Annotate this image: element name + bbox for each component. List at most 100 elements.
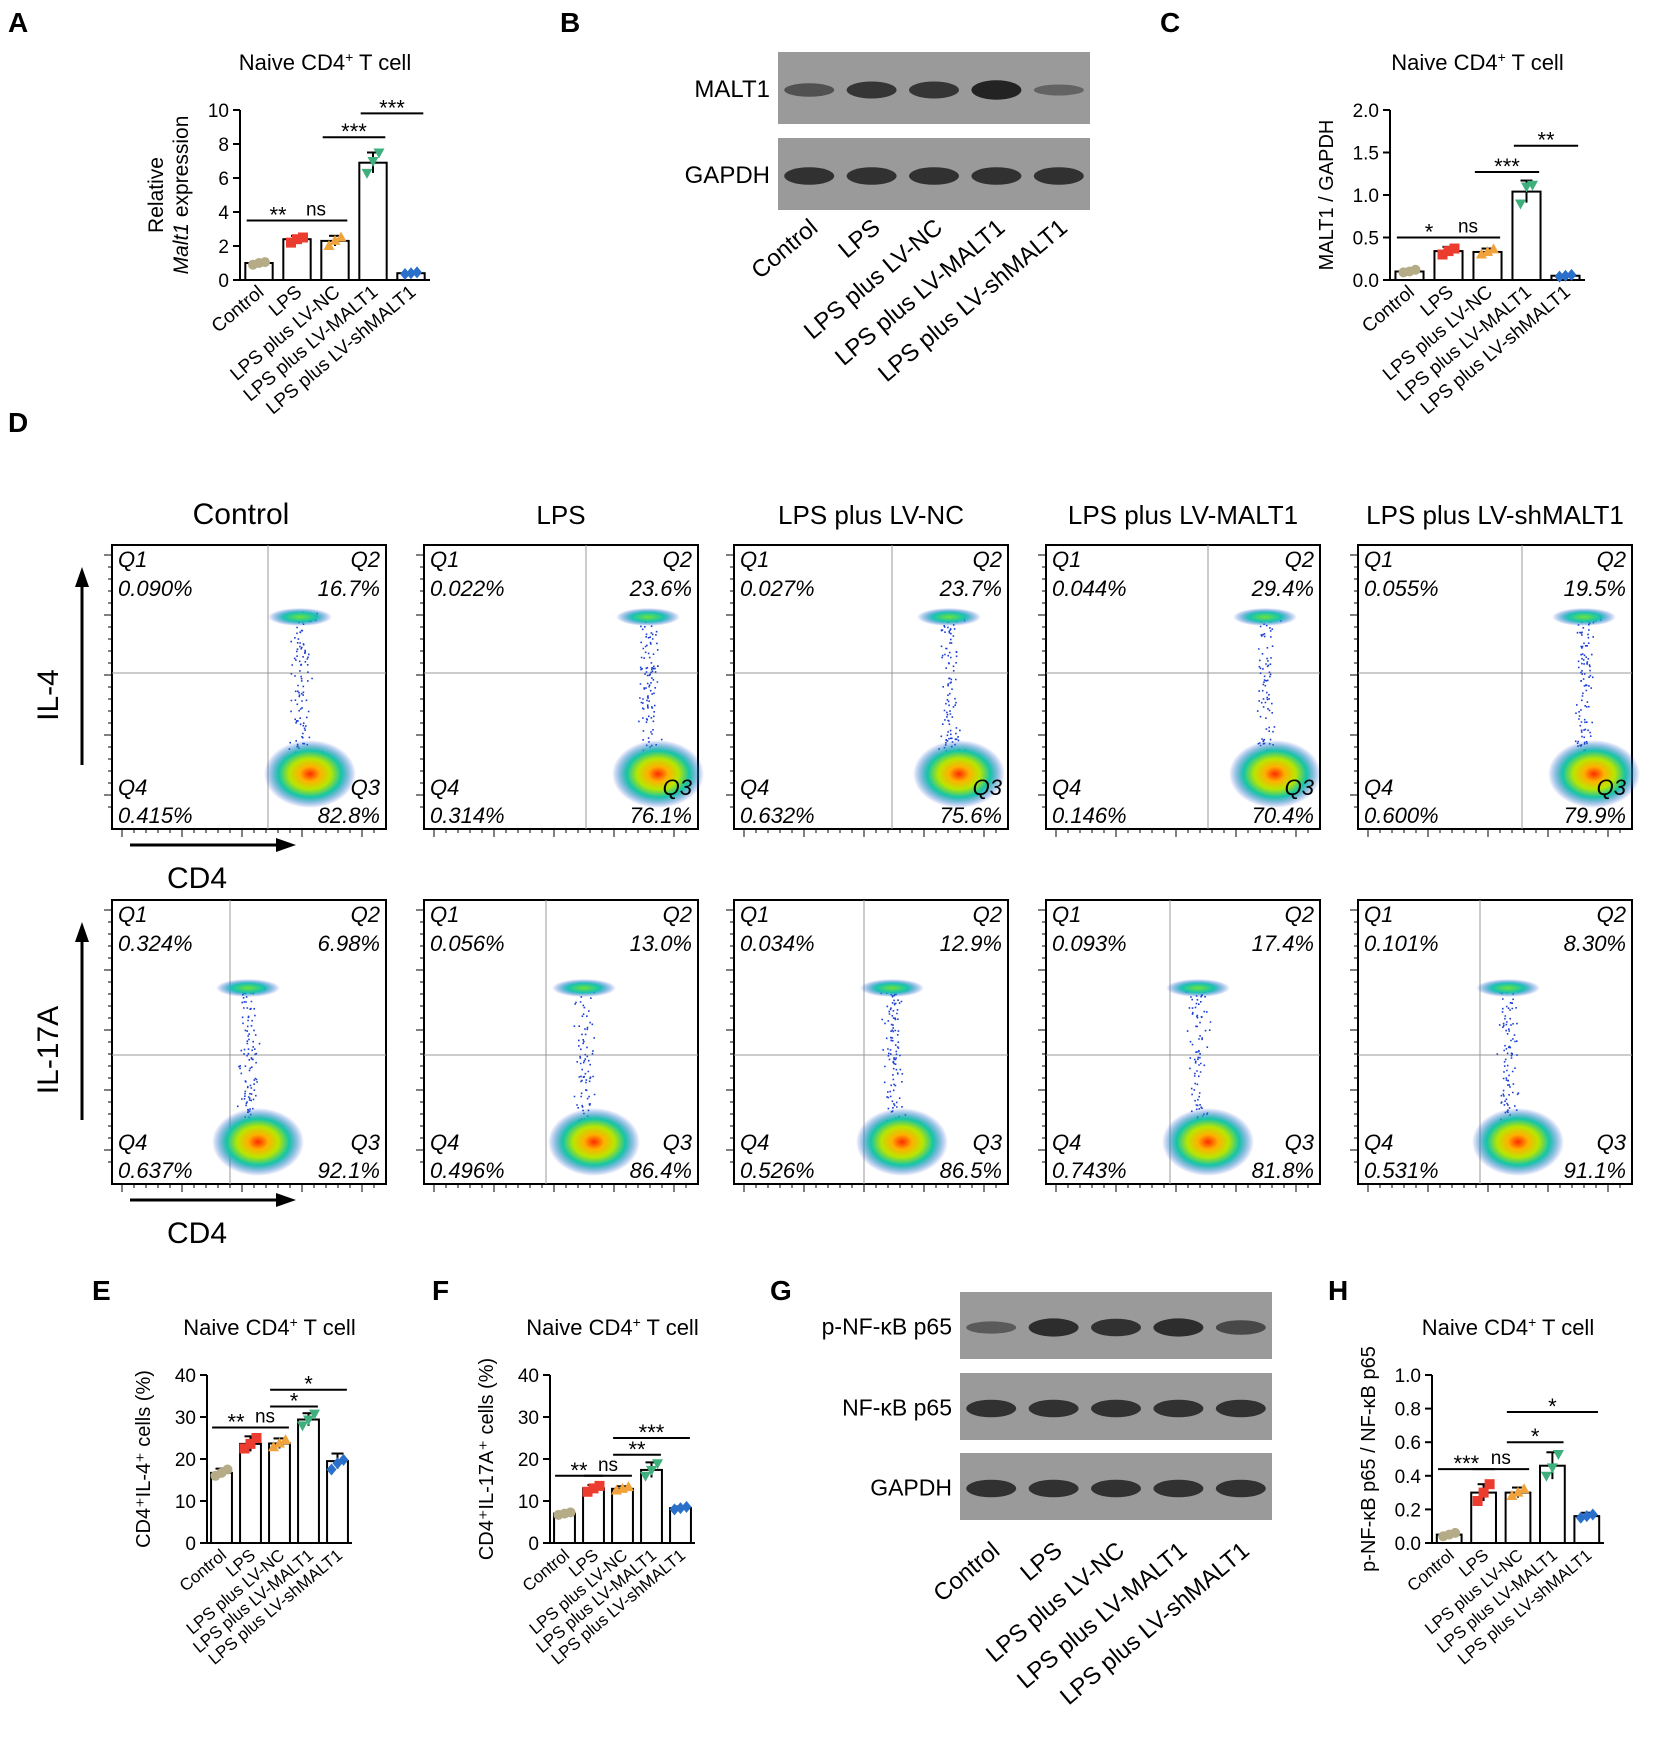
data-point-1-0 (1437, 249, 1448, 260)
blot-band-0-4 (1215, 1320, 1266, 1335)
flow-x-label-1: CD4 (167, 1217, 227, 1250)
quadrant-name-q3: Q3 (351, 1130, 381, 1155)
quadrant-value-q3: 76.1% (630, 803, 692, 828)
significance-label-2: * (1531, 1424, 1540, 1449)
flow-plot-1-0: Q1 0.324% Q2 6.98% Q4 0.637% Q3 92.1% (104, 899, 387, 1192)
data-point-1-0 (1472, 1496, 1483, 1506)
flow-x-arrowhead-1 (276, 1193, 296, 1207)
chart-title: Naive CD4+ T cell (1391, 49, 1563, 75)
quadrant-name-q1: Q1 (740, 547, 769, 572)
blot-band-2-2 (1091, 1479, 1141, 1498)
data-point-4-2 (681, 1500, 692, 1513)
y-tick-label: 1.0 (1353, 186, 1379, 207)
data-point-1-1 (245, 1438, 256, 1449)
bar-3 (1511, 190, 1542, 282)
blot-band-1-4 (1215, 1399, 1266, 1418)
quadrant-value-q3: 82.8% (318, 803, 380, 828)
flow-density-upper (216, 979, 280, 997)
y-axis-label: MALT1 / GAPDH (1316, 120, 1338, 271)
flow-scatter-points (1493, 984, 1543, 1158)
blot-row-label-1: NF-κB p65 (842, 1395, 952, 1421)
data-point-2-2 (1518, 1483, 1530, 1494)
quadrant-name-q2: Q2 (1597, 902, 1626, 927)
y-tick-label: 30 (518, 1408, 539, 1429)
data-point-4-0 (326, 1463, 337, 1476)
data-point-2-2 (623, 1481, 634, 1492)
quadrant-name-q4: Q4 (1052, 1130, 1081, 1155)
flow-column-title-1: LPS (536, 500, 585, 530)
y-axis-label: CD4⁺IL-4⁺ cells (%) (133, 1370, 155, 1548)
quadrant-name-q3: Q3 (973, 1130, 1003, 1155)
y-tick-label: 10 (175, 1492, 196, 1513)
y-tick-label: 2.0 (1353, 101, 1379, 122)
flow-scatter-points (637, 612, 681, 790)
data-point-1-2 (1449, 243, 1460, 254)
bar-1 (282, 238, 312, 281)
quadrant-name-q1: Q1 (430, 902, 459, 927)
y-tick-label: 20 (518, 1450, 539, 1471)
data-point-1-1 (1443, 246, 1454, 257)
data-point-3-2 (373, 148, 385, 159)
quadrant-name-q3: Q3 (663, 775, 693, 800)
quadrant-name-q2: Q2 (663, 547, 692, 572)
chart-title: Naive CD4+ T cell (183, 1314, 355, 1340)
quadrant-value-q4: 0.415% (118, 803, 193, 828)
flow-y-label-1: IL-17A (32, 1006, 65, 1094)
significance-label-3: ** (1537, 128, 1555, 153)
quadrant-value-q3: 91.1% (1564, 1158, 1626, 1183)
quadrant-value-q2: 16.7% (318, 576, 380, 601)
bar-2 (611, 1487, 634, 1544)
panel-letter-H: H (1328, 1275, 1348, 1306)
data-point-3-0 (297, 1421, 308, 1432)
y-tick-label: 0.5 (1353, 229, 1379, 250)
flow-plot-1-2: Q1 0.034% Q2 12.9% Q4 0.526% Q3 86.5% (726, 899, 1009, 1192)
data-point-3-1 (1521, 182, 1532, 193)
data-point-3-2 (309, 1409, 320, 1420)
blot-band-1-4 (1033, 167, 1084, 185)
chart-title-sup: + (290, 1314, 298, 1330)
chart-title: Naive CD4+ T cell (239, 49, 411, 75)
data-point-4-0 (400, 268, 410, 281)
data-point-1-1 (1478, 1487, 1489, 1498)
chart-title-rest: T cell (298, 1315, 356, 1340)
quadrant-value-q4: 0.146% (1052, 803, 1127, 828)
blot-band-1-1 (1028, 1399, 1079, 1418)
quadrant-name-q1: Q1 (118, 547, 147, 572)
flow-x-arrowhead-0 (276, 838, 296, 852)
flow-density-upper (860, 979, 924, 997)
quadrant-value-q3: 79.9% (1564, 803, 1626, 828)
bar-3 (297, 1418, 320, 1545)
flow-y-arrowhead-0 (75, 567, 89, 587)
significance-label-3: *** (379, 95, 405, 120)
flow-density-main (212, 1108, 304, 1176)
flow-scatter-points (1185, 984, 1231, 1162)
quadrant-value-q4: 0.637% (118, 1158, 193, 1183)
flow-y-arrowhead-1 (75, 922, 89, 942)
significance-label-1: ns (255, 1407, 275, 1428)
y-axis-label-line2: Malt1 expression (170, 116, 193, 275)
y-tick-label: 0 (528, 1534, 539, 1555)
quadrant-value-q3: 75.6% (940, 803, 1002, 828)
bar-3 (358, 161, 388, 281)
significance-label-0: * (1425, 220, 1434, 245)
quadrant-value-q2: 12.9% (940, 931, 1002, 956)
blot-band-1-0 (784, 167, 835, 185)
chart-title-sup: + (1528, 1314, 1536, 1330)
quadrant-name-q4: Q4 (118, 1130, 147, 1155)
data-point-1-2 (1484, 1479, 1495, 1490)
flow-plot-0-3: Q1 0.044% Q2 29.4% Q4 0.146% Q3 70.4% (1038, 544, 1321, 837)
y-tick-label: 1.0 (1395, 1366, 1421, 1387)
bar-3 (1539, 1464, 1566, 1544)
significance-label-2: *** (1494, 154, 1520, 179)
quadrant-name-q4: Q4 (740, 1130, 769, 1155)
chart-title-text: Naive CD4 (526, 1315, 632, 1340)
y-tick-label: 0.0 (1353, 271, 1379, 292)
quadrant-name-q2: Q2 (351, 902, 380, 927)
quadrant-value-q3: 86.5% (940, 1158, 1002, 1183)
quadrant-value-q4: 0.314% (430, 803, 505, 828)
quadrant-value-q1: 0.090% (118, 576, 193, 601)
flow-density-upper (1233, 608, 1297, 626)
data-point-0-2 (1450, 1527, 1461, 1538)
blot-row-label-1: GAPDH (685, 162, 770, 189)
quadrant-value-q3: 92.1% (318, 1158, 380, 1183)
